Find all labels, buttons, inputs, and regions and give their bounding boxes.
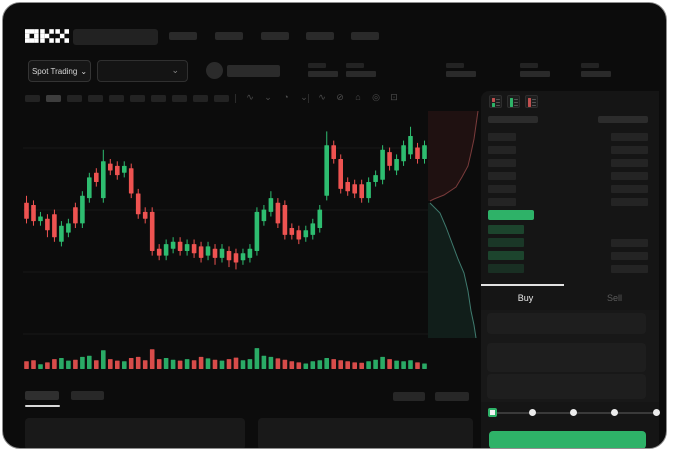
last-price-highlight [488,210,534,220]
nav-item-placeholder[interactable] [215,32,243,40]
orders-table-placeholder [25,418,245,448]
active-tab-underline [25,405,60,407]
ticker-stat-placeholder [346,63,376,77]
book-header-placeholder [598,116,648,123]
timeframe-button-placeholder[interactable] [214,95,229,102]
bid-price-placeholder [488,264,524,273]
book-view-asks-icon[interactable] [525,95,538,108]
buy-order-button[interactable] [489,431,646,448]
ticker-stat-placeholder [446,63,476,77]
ask-price-placeholder [488,159,516,167]
nav-item-placeholder[interactable] [306,32,334,40]
timeframe-button-placeholder[interactable] [172,95,187,102]
bid-price-placeholder [488,238,524,247]
orders-tab-placeholder[interactable] [71,391,104,400]
ticker-stat-placeholder [581,63,611,77]
amount-slider-handle[interactable] [488,408,497,417]
chart-type-caret-icon[interactable]: ⌄ [264,92,272,102]
market-type-label: Spot Trading [31,66,78,76]
ask-size-placeholder [611,172,648,180]
bid-size-placeholder [611,265,648,273]
toolbar-divider [235,94,236,103]
orders-table-placeholder [258,418,473,448]
slider-step-dot[interactable] [570,409,577,416]
nav-item-placeholder[interactable] [169,32,197,40]
timeframe-button-placeholder[interactable] [67,95,82,102]
toolbar-divider [308,94,309,103]
timeframe-button-placeholder[interactable] [46,95,61,102]
token-logo-placeholder [206,62,223,79]
timeframe-button-placeholder[interactable] [151,95,166,102]
orders-filter-placeholder[interactable] [435,392,469,401]
bid-price-placeholder [488,251,524,260]
slider-step-dot[interactable] [611,409,619,416]
buy-tab-underline [481,284,564,286]
tab-sell[interactable]: Sell [606,293,622,303]
ask-size-placeholder [611,133,648,141]
ask-size-placeholder [611,146,648,154]
ask-price-placeholder [488,146,516,154]
search-bar-placeholder[interactable] [73,29,158,45]
price-input-placeholder[interactable] [487,313,646,334]
timeframe-button-placeholder[interactable] [109,95,124,102]
ask-price-placeholder [488,185,516,193]
bid-size-placeholder [611,252,648,260]
slider-step-dot[interactable] [652,409,660,416]
line-tool-icon[interactable]: ∿ [318,92,326,102]
settings-icon[interactable]: ◎ [372,92,380,102]
book-view-bids-icon[interactable] [507,95,520,108]
bid-size-placeholder [611,239,648,247]
trade-panel: Buy Sell [481,91,660,448]
ask-size-placeholder [611,159,648,167]
slider-step-dot[interactable] [528,409,536,416]
chart-type-icon[interactable]: ∿ [246,92,254,102]
chevron-down-icon: ⌄ [171,65,179,75]
depth-chart [428,111,479,338]
device-frame: Spot Trading ⌄ ⌄ ∿ ⌄ ◔ ⌄ ∿ ⊘ ⌂ ◎ ⊡ [2,2,667,449]
market-type-dropdown[interactable]: Spot Trading ⌄ [28,60,91,82]
okx-logo[interactable] [25,29,69,43]
interval-clock-icon[interactable]: ◔ [283,92,289,102]
total-input-placeholder[interactable] [487,374,646,399]
orders-tab-placeholder[interactable] [25,391,59,400]
timeframe-button-placeholder[interactable] [88,95,103,102]
book-view-combined-icon[interactable] [489,95,502,108]
bid-price-placeholder [488,225,524,234]
timeframe-button-placeholder[interactable] [130,95,145,102]
book-header-placeholder [488,116,538,123]
timeframe-button-placeholder[interactable] [193,95,208,102]
ask-size-placeholder [611,185,648,193]
pair-selector-dropdown[interactable]: ⌄ [97,60,188,82]
chevron-down-icon: ⌄ [80,66,88,76]
ask-price-placeholder [488,133,516,141]
last-price-placeholder [227,65,280,77]
ask-price-placeholder [488,172,516,180]
ask-price-placeholder [488,198,516,206]
nav-item-placeholder[interactable] [351,32,379,40]
eraser-tool-icon[interactable]: ⊘ [336,92,344,102]
candlestick-chart[interactable] [23,111,428,373]
screenshot-icon[interactable]: ⌂ [355,92,361,102]
tab-buy[interactable]: Buy [517,293,534,303]
nav-item-placeholder[interactable] [261,32,289,40]
fullscreen-icon[interactable]: ⊡ [390,92,398,102]
ticker-stat-placeholder [520,63,550,77]
interval-caret-icon[interactable]: ⌄ [300,92,308,102]
ask-size-placeholder [611,198,648,206]
timeframe-button-placeholder[interactable] [25,95,40,102]
orders-filter-placeholder[interactable] [393,392,425,401]
ticker-stat-placeholder [308,63,338,77]
amount-input-placeholder[interactable] [487,343,646,372]
